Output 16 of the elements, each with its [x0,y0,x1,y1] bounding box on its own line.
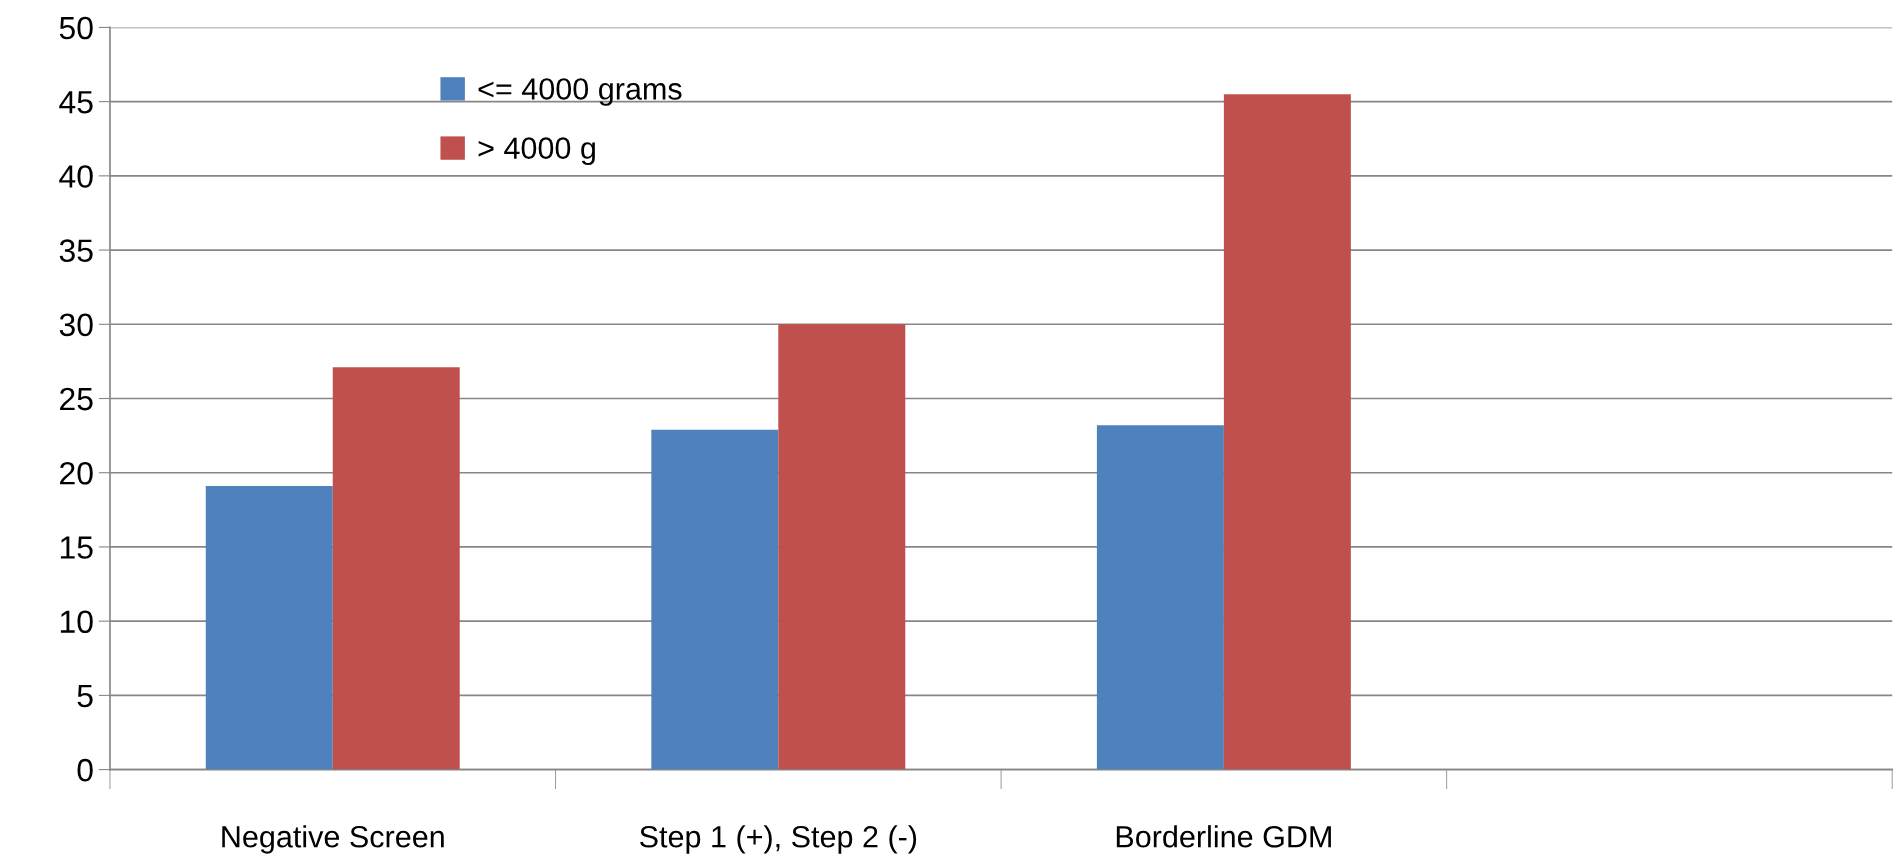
y-tick-label: 45 [59,91,93,114]
y-tick-label: 20 [60,461,93,485]
x-tick-label: Borderline GDM [1116,825,1331,848]
y-tick-label: 30 [59,313,93,337]
y-tick-label: 15 [60,536,93,559]
y-tick-label: 25 [60,387,93,411]
y-tick-label: 40 [59,165,93,188]
y-tick-label: 5 [77,684,93,708]
y-tick-label: 0 [77,758,93,782]
x-tick-label: Step 1 (+), Step 2 (-) [640,825,917,854]
x-tick-label: Negative Screen [222,825,444,854]
y-tick-label: 50 [59,16,93,40]
y-tick-label: 35 [59,239,93,262]
legend-label: <= 4000 grams [478,78,682,106]
y-tick-label: 10 [60,610,93,634]
legend-label: > 4000 g [478,137,595,166]
